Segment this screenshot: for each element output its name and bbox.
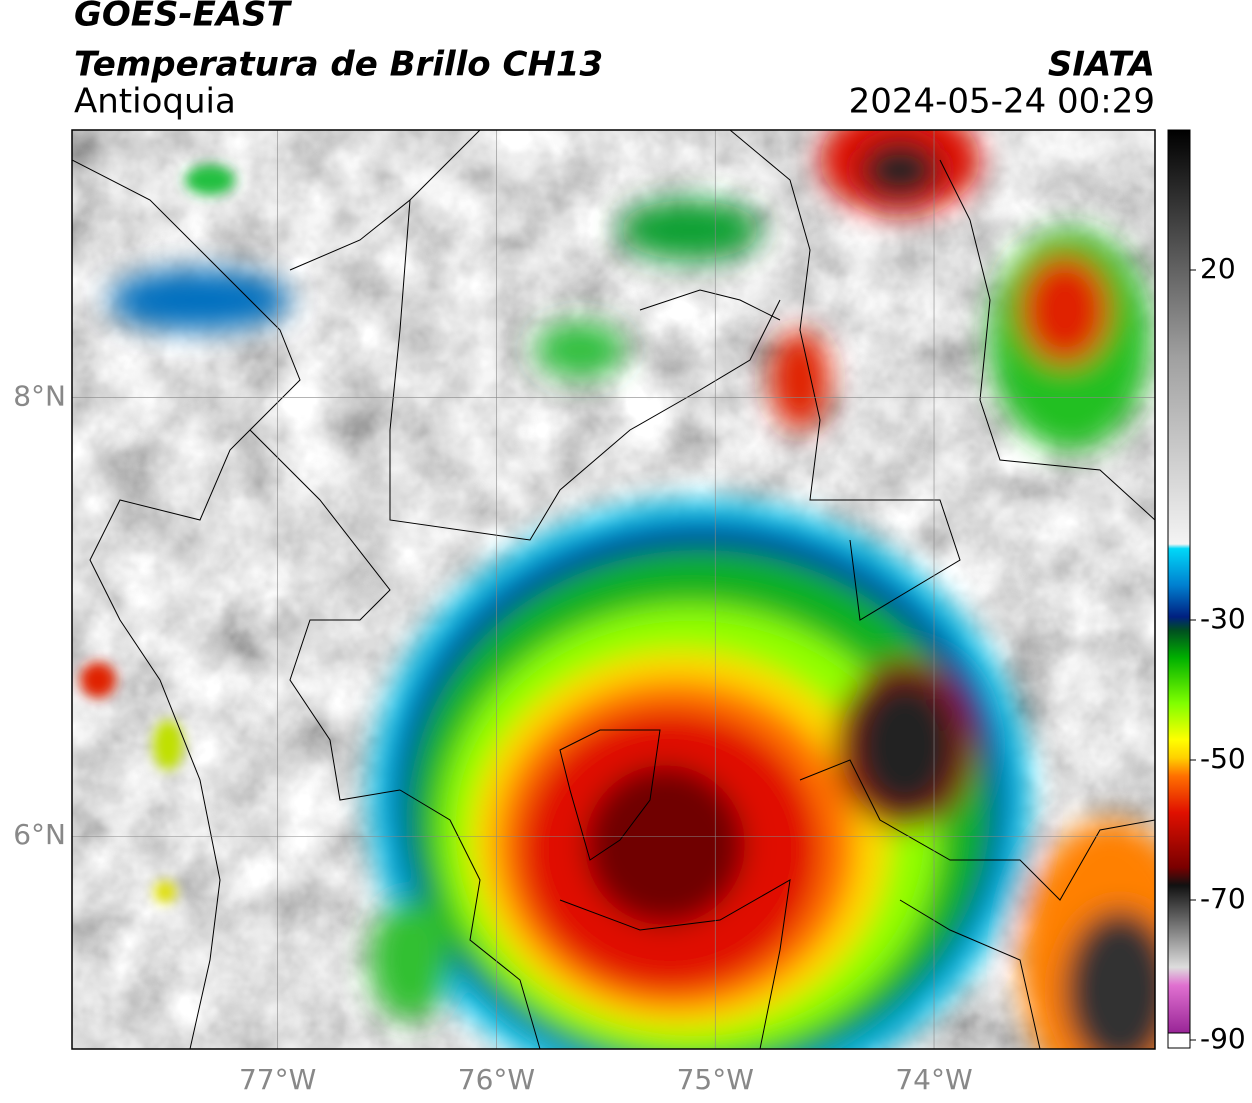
source: SIATA [1048, 45, 1155, 85]
x-tick-label: 75°W [677, 1063, 754, 1096]
grid [72, 130, 1155, 1049]
satellite-image [72, 130, 1155, 1049]
timestamp: 2024-05-24 00:29 [849, 82, 1155, 122]
x-tick-label: 74°W [895, 1063, 972, 1096]
colorbar-extension [1167, 1032, 1191, 1049]
region: Antioquia [74, 82, 236, 122]
colorbar-tick-label: -30 [1200, 602, 1246, 635]
colorbar-tick-label: 20 [1200, 252, 1236, 285]
title: GOES-EAST [74, 0, 293, 35]
borders [72, 130, 1155, 1049]
colorbar-tick-label: -50 [1200, 742, 1246, 775]
x-tick-label: 76°W [458, 1063, 535, 1096]
colorbar [1167, 129, 1191, 1041]
y-tick-label: 8°N [13, 380, 66, 413]
y-tick-label: 6°N [13, 818, 66, 851]
colorbar-tick-label: -70 [1200, 882, 1246, 915]
x-tick-label: 77°W [239, 1063, 316, 1096]
colorbar-tick-label: -90 [1200, 1022, 1246, 1055]
map-frame [71, 129, 1156, 1050]
subtitle: Temperatura de Brillo CH13 [74, 45, 603, 85]
